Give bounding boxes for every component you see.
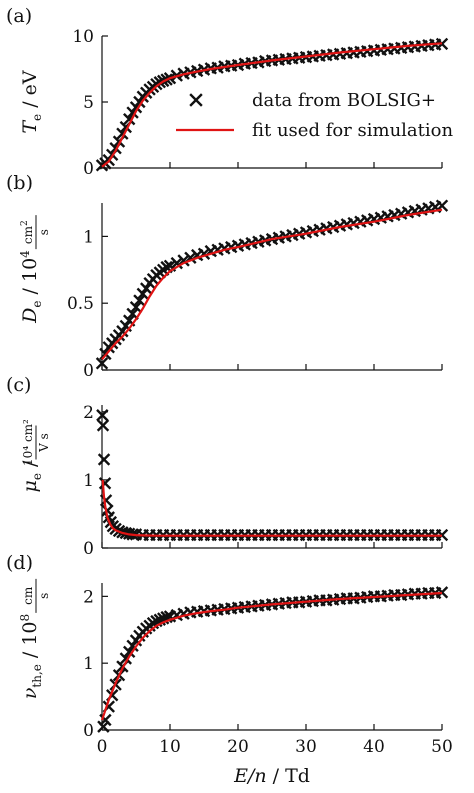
data-point [123, 112, 136, 126]
y-axis-frac-den: s [37, 229, 51, 235]
data-point [177, 254, 190, 267]
fit-line [101, 479, 442, 537]
x-axis-label: E/n / Td [233, 765, 310, 787]
y-axis-frac-num: cm [21, 586, 35, 605]
data-point [136, 287, 149, 301]
y-axis-slash: / [19, 460, 41, 473]
x-axis-symbol: E/n [233, 765, 267, 787]
y-tick-label: 5 [83, 93, 94, 113]
y-axis-symbol: T [19, 120, 41, 134]
y-axis-frac-num: cm2 [20, 220, 35, 244]
legend: data from BOLSIG+ fit used for simulation [176, 90, 453, 141]
y-axis-unit-base: 10 [19, 258, 41, 282]
y-axis-label: νth,e / 108 [18, 614, 44, 699]
y-axis-subscript: th,e [30, 664, 44, 687]
y-axis-fraction: cm s [21, 578, 51, 613]
y-axis-frac-num: 10⁴ cm² [21, 419, 35, 466]
y-axis-slash: / [19, 282, 41, 300]
legend-markers-label: data from BOLSIG+ [252, 90, 436, 111]
data-point [133, 294, 146, 307]
data-point [96, 419, 110, 432]
y-axis-unit-base: 10 [19, 621, 41, 645]
panel-label: (c) [6, 374, 31, 396]
y-axis-subscript: e [30, 300, 44, 307]
y-axis-unit-exp: 8 [18, 614, 32, 622]
x-tick-label: 20 [227, 737, 249, 757]
y-tick-label: 1 [83, 654, 94, 674]
y-axis-frac-den: s [37, 593, 51, 599]
y-axis-subscript: e [30, 473, 44, 480]
panel-c: 0 1 2 (c) μe / 10⁴ cm² V s [6, 374, 449, 559]
data-point [123, 645, 136, 659]
fit-line [101, 42, 443, 168]
y-tick-label: 2 [83, 403, 94, 423]
y-tick-label: 0 [83, 721, 94, 741]
y-tick-label: 0 [83, 159, 94, 179]
data-markers [96, 409, 449, 542]
panel-a: 0 5 10 (a) Te / eV data from BOLSIG+ fit used … [6, 5, 453, 179]
y-axis-label: Te / eV [19, 70, 44, 134]
y-tick-label: 0 [83, 361, 94, 381]
fit-line [101, 208, 443, 361]
x-axis-unit: Td [285, 765, 310, 787]
y-axis-frac-den: V s [37, 433, 51, 453]
y-axis-symbol: ν [19, 687, 41, 699]
data-point [97, 453, 111, 466]
data-point [435, 199, 449, 212]
y-axis-frac-num-text: cm [21, 225, 35, 244]
x-tick-label: 30 [295, 737, 317, 757]
y-axis-frac-num-text: 10⁴ cm² [21, 419, 35, 466]
panel-label: (a) [6, 5, 32, 27]
y-tick-label: 1 [83, 471, 94, 491]
y-axis-symbol: D [19, 308, 41, 324]
y-tick-label: 10 [72, 27, 94, 47]
y-axis-label: μe / [19, 460, 44, 493]
data-point [129, 301, 143, 314]
data-markers [95, 199, 449, 370]
panel-label: (d) [6, 552, 33, 574]
data-point [126, 307, 139, 321]
x-tick-label: 10 [159, 737, 181, 757]
y-tick-label: 2 [83, 587, 94, 607]
data-point [140, 282, 153, 295]
y-tick-label: 1 [83, 227, 94, 247]
fit-line [100, 591, 443, 721]
y-axis-slash: / [19, 95, 41, 113]
data-point [96, 409, 109, 422]
y-axis-frac-num-exp: 2 [20, 220, 30, 226]
y-axis-frac-num-text: cm [21, 586, 35, 605]
data-markers [97, 586, 449, 733]
y-axis-label: De / 104 [18, 250, 44, 324]
legend-fit-label: fit used for simulation [252, 120, 453, 141]
y-axis-symbol: μ [19, 480, 41, 492]
x-tick-label: 50 [431, 737, 453, 757]
legend-marker-symbol [189, 93, 203, 107]
y-tick-label: 0 [83, 539, 94, 559]
y-axis-unit-exp: 4 [18, 250, 32, 258]
y-axis-subscript: e [30, 114, 44, 121]
x-tick-label: 40 [363, 737, 385, 757]
data-point [129, 101, 143, 114]
panel-label: (b) [6, 172, 33, 194]
data-point [133, 95, 146, 109]
data-point [435, 586, 449, 599]
x-axis-slash: / [267, 765, 285, 787]
x-tick-label: 0 [97, 737, 108, 757]
y-axis-fraction: 10⁴ cm² V s [21, 419, 51, 466]
y-axis-unit: eV [19, 70, 41, 95]
y-tick-label: 0.5 [67, 294, 94, 314]
y-axis-slash: / [19, 646, 41, 664]
data-point [95, 357, 109, 370]
data-point [126, 106, 139, 119]
